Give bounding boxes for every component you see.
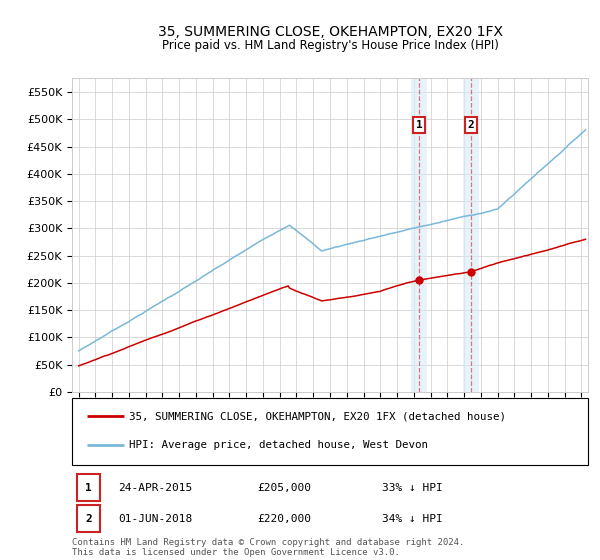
Text: 34% ↓ HPI: 34% ↓ HPI bbox=[382, 514, 442, 524]
Text: 01-JUN-2018: 01-JUN-2018 bbox=[118, 514, 193, 524]
Bar bbox=[410, 78, 427, 392]
Text: £205,000: £205,000 bbox=[258, 483, 312, 493]
Text: 24-APR-2015: 24-APR-2015 bbox=[118, 483, 193, 493]
Text: 1: 1 bbox=[416, 120, 422, 130]
Text: 2: 2 bbox=[85, 514, 92, 524]
Text: HPI: Average price, detached house, West Devon: HPI: Average price, detached house, West… bbox=[129, 440, 428, 450]
Text: 33% ↓ HPI: 33% ↓ HPI bbox=[382, 483, 442, 493]
Bar bbox=[463, 78, 479, 392]
Text: 2: 2 bbox=[467, 120, 475, 130]
Text: Contains HM Land Registry data © Crown copyright and database right 2024.
This d: Contains HM Land Registry data © Crown c… bbox=[72, 538, 464, 557]
FancyBboxPatch shape bbox=[72, 398, 588, 465]
FancyBboxPatch shape bbox=[77, 474, 100, 501]
Text: Price paid vs. HM Land Registry's House Price Index (HPI): Price paid vs. HM Land Registry's House … bbox=[161, 39, 499, 52]
Text: £220,000: £220,000 bbox=[258, 514, 312, 524]
Text: 35, SUMMERING CLOSE, OKEHAMPTON, EX20 1FX: 35, SUMMERING CLOSE, OKEHAMPTON, EX20 1F… bbox=[157, 25, 503, 39]
Text: 1: 1 bbox=[85, 483, 92, 493]
FancyBboxPatch shape bbox=[77, 505, 100, 532]
Text: 35, SUMMERING CLOSE, OKEHAMPTON, EX20 1FX (detached house): 35, SUMMERING CLOSE, OKEHAMPTON, EX20 1F… bbox=[129, 412, 506, 422]
